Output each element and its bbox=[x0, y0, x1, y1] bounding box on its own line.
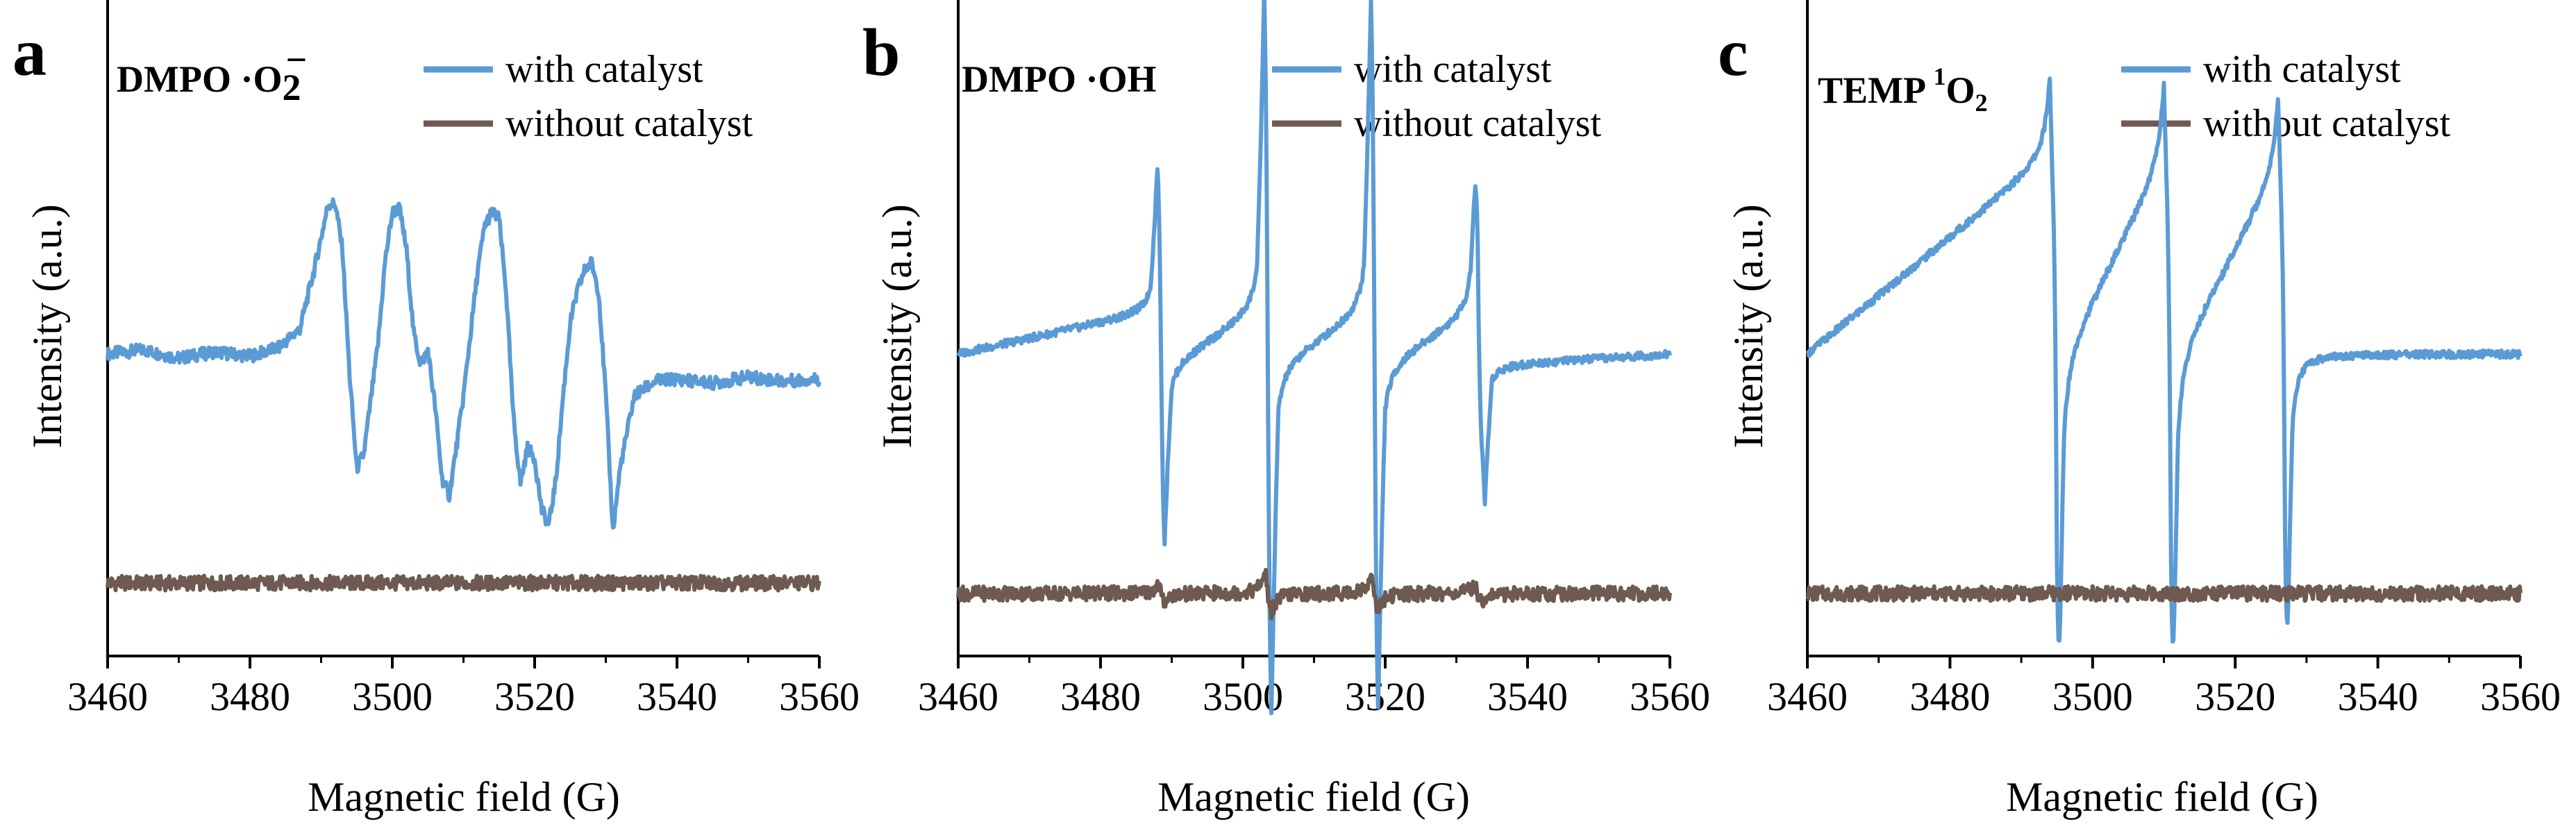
y-axis-label-a: Intensity (a.u.) bbox=[24, 204, 70, 448]
legend-label-without-catalyst: without catalyst bbox=[1354, 102, 1602, 145]
x-axis-label-a: Magnetic field (G) bbox=[308, 774, 620, 820]
legend-label-without-catalyst: without catalyst bbox=[2203, 102, 2451, 145]
x-tick-label: 3480 bbox=[1909, 674, 1990, 719]
x-axis-label-b: Magnetic field (G) bbox=[1157, 774, 1470, 820]
x-tick-labels-a: 3460 3480 3500 3520 3540 3560 bbox=[67, 674, 860, 719]
panel-letter-c: c bbox=[1718, 15, 1748, 90]
x-tick-label: 3460 bbox=[67, 674, 148, 719]
legend-label-without-catalyst: without catalyst bbox=[505, 102, 753, 145]
x-tick-labels-b: 3460 3480 3500 3520 3540 3560 bbox=[918, 674, 1710, 719]
x-tick-label: 3540 bbox=[2338, 674, 2418, 719]
x-tick-label: 3460 bbox=[918, 674, 998, 719]
plot-area-a bbox=[106, 0, 821, 669]
legend-label-with-catalyst: with catalyst bbox=[1354, 48, 1552, 91]
series-line-without-catalyst bbox=[1806, 584, 2523, 603]
legend-c: with catalyst without catalyst bbox=[2121, 48, 2451, 145]
x-axis-label-c: Magnetic field (G) bbox=[2006, 774, 2318, 820]
legend-label-with-catalyst: with catalyst bbox=[2203, 48, 2401, 91]
x-tick-label: 3560 bbox=[2480, 674, 2561, 719]
plot-area-c bbox=[1806, 0, 2523, 669]
plot-area-b bbox=[956, 0, 1672, 716]
species-label-c: TEMP 1O2 bbox=[1818, 62, 1988, 117]
series-line-with-catalyst bbox=[1806, 76, 2523, 644]
legend-a: with catalyst without catalyst bbox=[424, 48, 753, 145]
panel-b: b DMPO ·OH Intensity (a.u.) Magnetic fie… bbox=[862, 0, 1710, 820]
legend-label-with-catalyst: with catalyst bbox=[505, 48, 703, 91]
x-tick-label: 3500 bbox=[2052, 674, 2133, 719]
panel-letter-b: b bbox=[862, 15, 901, 90]
x-tick-label: 3520 bbox=[2195, 674, 2275, 719]
series-line-without-catalyst bbox=[956, 568, 1672, 621]
panel-letter-a: a bbox=[12, 15, 47, 90]
x-tick-label: 3540 bbox=[1487, 674, 1568, 719]
x-tick-label: 3500 bbox=[352, 674, 433, 719]
series-line-with-catalyst bbox=[956, 0, 1672, 716]
series-line-with-catalyst bbox=[106, 197, 821, 530]
x-tick-label: 3560 bbox=[1630, 674, 1710, 719]
series-line-without-catalyst bbox=[106, 573, 821, 593]
legend-b: with catalyst without catalyst bbox=[1272, 48, 1602, 145]
x-tick-label: 3480 bbox=[210, 674, 290, 719]
x-tick-label: 3540 bbox=[637, 674, 717, 719]
species-label-b: DMPO ·OH bbox=[962, 58, 1156, 100]
x-tick-label: 3480 bbox=[1060, 674, 1141, 719]
x-tick-labels-c: 3460 3480 3500 3520 3540 3560 bbox=[1767, 674, 2561, 719]
x-tick-label: 3560 bbox=[779, 674, 860, 719]
species-label-a: DMPO ·O2− bbox=[117, 39, 307, 108]
y-axis-label-b: Intensity (a.u.) bbox=[874, 204, 920, 448]
panel-a: a DMPO ·O2− Intensity (a.u.) Magnetic fi… bbox=[12, 0, 860, 820]
x-tick-label: 3460 bbox=[1767, 674, 1848, 719]
x-tick-label: 3520 bbox=[1345, 674, 1425, 719]
panel-c: c TEMP 1O2 Intensity (a.u.) Magnetic fie… bbox=[1718, 0, 2561, 820]
y-axis-label-c: Intensity (a.u.) bbox=[1725, 204, 1771, 448]
x-tick-label: 3520 bbox=[494, 674, 575, 719]
